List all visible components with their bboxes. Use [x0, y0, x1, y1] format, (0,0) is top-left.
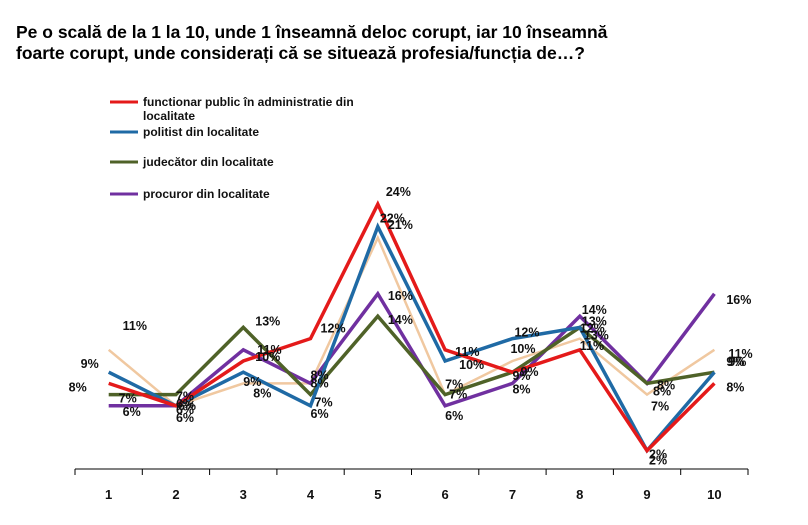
- data-label-politist-8: 13%: [582, 314, 607, 328]
- data-label-avg-9: 7%: [651, 400, 669, 414]
- data-label-judecator-3: 13%: [255, 314, 280, 328]
- legend-label-functionar: functionar public în administratie din lo…: [143, 95, 354, 123]
- series-line-functionar: [108, 200, 716, 454]
- data-label-avg-2: 6%: [176, 397, 194, 411]
- x-tick-label-9: 9: [643, 487, 650, 502]
- x-tick-label-5: 5: [374, 487, 381, 502]
- data-label-politist-6: 10%: [459, 358, 484, 372]
- data-label-politist-10: 9%: [728, 355, 746, 369]
- x-tick-label-2: 2: [172, 487, 179, 502]
- data-label-judecator-1: 7%: [119, 392, 137, 406]
- data-label-avg-5: 21%: [388, 218, 413, 232]
- data-label-avg-4: 8%: [311, 376, 329, 390]
- data-label-politist-9: 2%: [649, 448, 667, 462]
- data-label-politist-4: 6%: [311, 407, 329, 421]
- data-label-politist-7: 12%: [514, 326, 539, 340]
- data-label-avg-8: 12%: [580, 322, 605, 336]
- data-label-functionar-5: 24%: [386, 185, 411, 199]
- x-axis-tick-labels: 1 2 3 4 5 6 7 8 9 10: [105, 487, 722, 502]
- data-label-functionar-9: 2%: [649, 454, 667, 468]
- data-label-politist-2: 6%: [176, 403, 194, 417]
- data-label-functionar-1: 8%: [69, 380, 87, 394]
- data-label-judecator-6: 7%: [449, 388, 467, 402]
- data-label-procuror-3: 11%: [257, 343, 281, 357]
- data-label-judecator-4: 7%: [315, 396, 333, 410]
- series-line-avg: [107, 234, 716, 408]
- data-labels: 11%6%8%8%21%7%10%12%7%11%6% 6%11%8%16%6%8…: [69, 185, 753, 467]
- x-tick-label-10: 10: [707, 487, 721, 502]
- data-label-avg-6: 7%: [445, 378, 463, 392]
- data-label-judecator-10: 9%: [726, 355, 744, 369]
- x-tick-label-6: 6: [442, 487, 449, 502]
- data-label-procuror-8: 14%: [582, 303, 607, 317]
- x-tick-label-3: 3: [240, 487, 247, 502]
- data-label-functionar-2: 6%: [178, 399, 196, 413]
- chart-title: Pe o scală de la 1 la 10, unde 1 înseamn…: [16, 22, 806, 64]
- series-lines: [107, 200, 716, 454]
- data-label-procuror-1: 6%: [123, 405, 141, 419]
- x-tick-label-1: 1: [105, 487, 112, 502]
- legend: functionar public în administratie din lo…: [110, 95, 354, 201]
- data-label-functionar-8: 11%: [580, 339, 604, 353]
- data-label-procuror-7: 8%: [512, 382, 530, 396]
- data-label-functionar-7: 9%: [512, 369, 530, 383]
- data-label-politist-5: 22%: [380, 212, 405, 226]
- data-label-judecator-2: 7%: [176, 390, 194, 404]
- series-line-politist: [107, 222, 716, 454]
- legend-label-judecator: judecător din localitate: [142, 155, 274, 169]
- chart-title-line-1: Pe o scală de la 1 la 10, unde 1 înseamn…: [16, 22, 608, 42]
- data-label-procuror-10: 16%: [726, 293, 751, 307]
- data-label-politist-3: 9%: [243, 375, 261, 389]
- data-label-procuror-5: 16%: [388, 289, 413, 303]
- x-axis-ticks: [74, 469, 749, 475]
- data-label-avg-7: 10%: [510, 342, 535, 356]
- x-tick-label-7: 7: [509, 487, 516, 502]
- data-label-judecator-5: 14%: [388, 313, 413, 327]
- data-label-functionar-4: 12%: [321, 322, 346, 336]
- x-tick-label-8: 8: [576, 487, 583, 502]
- data-label-functionar-10: 8%: [726, 380, 744, 394]
- series-line-procuror: [108, 290, 716, 408]
- data-label-avg-1: 11%: [123, 319, 147, 333]
- chart-title-line-2: foarte corupt, unde considerați că se si…: [16, 43, 585, 63]
- data-label-avg-3: 8%: [253, 386, 271, 400]
- x-tick-label-4: 4: [307, 487, 315, 502]
- data-label-procuror-6: 6%: [445, 409, 463, 423]
- data-label-procuror-2: 6%: [176, 411, 194, 425]
- data-label-procuror-9: 8%: [657, 378, 675, 392]
- data-label-politist-1: 9%: [81, 357, 99, 371]
- legend-label-procuror: procuror din localitate: [143, 187, 270, 201]
- data-label-functionar-3: 10%: [255, 350, 280, 364]
- series-line-judecator: [108, 313, 715, 398]
- legend-label-politist: politist din localitate: [143, 125, 259, 139]
- data-label-procuror-4: 8%: [311, 368, 329, 382]
- data-label-judecator-8: 13%: [584, 328, 609, 342]
- data-label-avg-10: 11%: [728, 347, 752, 361]
- data-label-judecator-9: 8%: [653, 384, 671, 398]
- data-label-functionar-6: 11%: [455, 345, 479, 359]
- data-label-judecator-7: 9%: [520, 365, 538, 379]
